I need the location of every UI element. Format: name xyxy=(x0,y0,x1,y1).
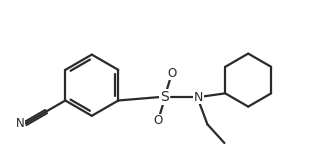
Text: O: O xyxy=(167,67,176,80)
Text: O: O xyxy=(153,114,163,127)
Text: N: N xyxy=(194,91,203,104)
Text: N: N xyxy=(16,117,25,130)
Text: S: S xyxy=(161,90,169,104)
